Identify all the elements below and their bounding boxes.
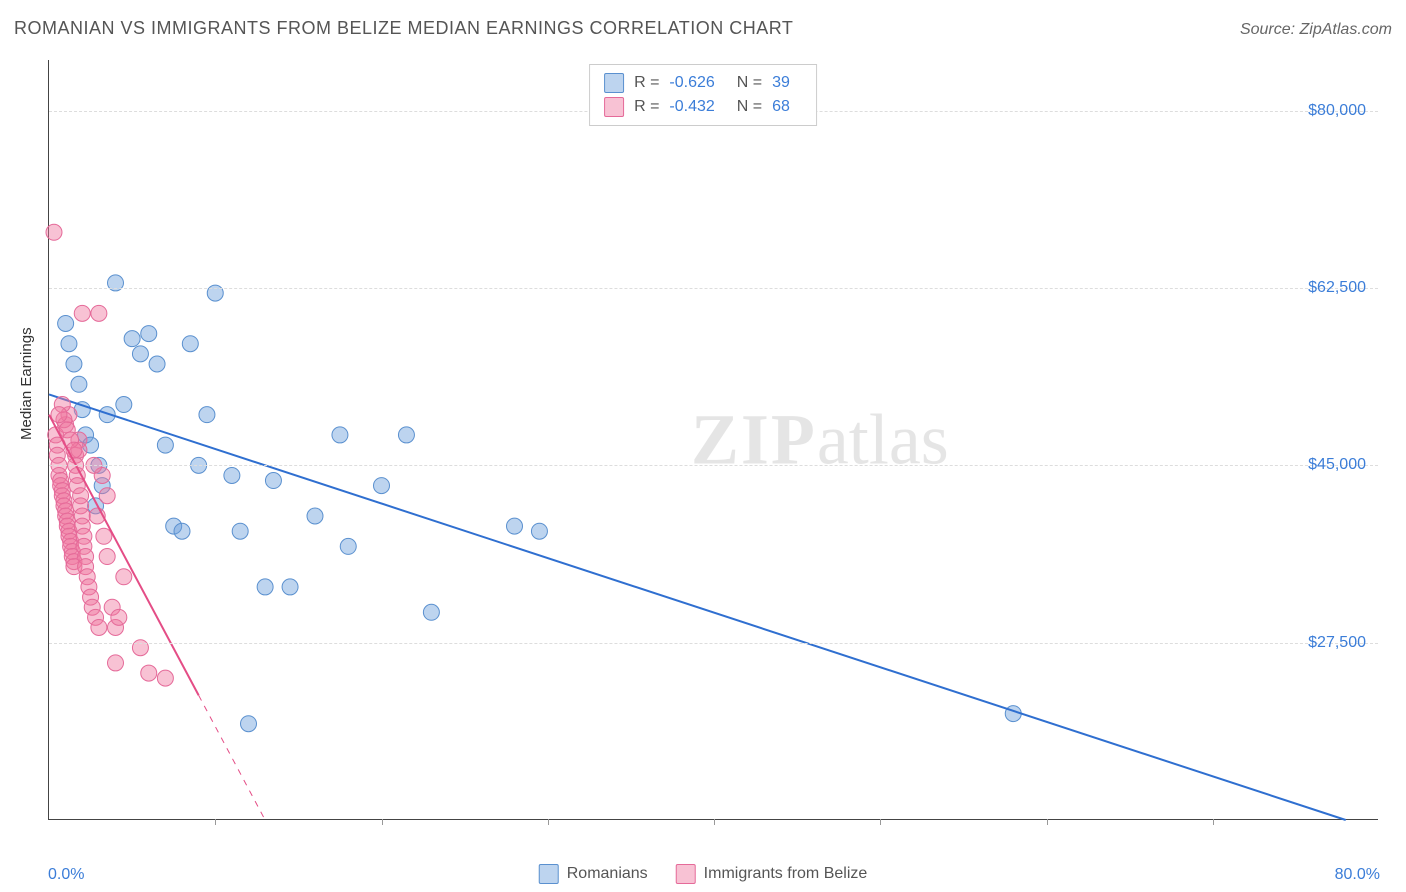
data-point-romanians [332,427,348,443]
r-value-blue: -0.626 [669,74,714,92]
source-prefix: Source: [1240,21,1300,38]
n-label-blue: N = [737,74,762,92]
data-point-belize [74,305,90,321]
data-point-romanians [61,336,77,352]
x-tick [215,819,216,825]
chart-title: ROMANIAN VS IMMIGRANTS FROM BELIZE MEDIA… [14,18,793,39]
y-tick-label: $62,500 [1308,279,1366,297]
data-point-romanians [71,376,87,392]
swatch-blue [604,73,624,93]
n-value-pink: 68 [772,98,790,116]
r-label-blue: R = [634,74,659,92]
data-point-romanians [157,437,173,453]
data-point-romanians [265,473,281,489]
data-point-romanians [507,518,523,534]
legend-label-belize: Immigrants from Belize [704,865,868,883]
data-point-belize [51,407,67,423]
data-point-romanians [224,467,240,483]
data-point-romanians [116,397,132,413]
n-value-blue: 39 [772,74,790,92]
data-point-romanians [132,346,148,362]
legend-label-romanians: Romanians [567,865,648,883]
y-tick-label: $27,500 [1308,634,1366,652]
r-value-pink: -0.432 [669,98,714,116]
x-tick [382,819,383,825]
y-tick-label: $45,000 [1308,456,1366,474]
trend-line [49,394,1346,820]
x-axis-min-label: 0.0% [48,866,84,884]
data-point-romanians [199,407,215,423]
data-point-romanians [58,315,74,331]
data-point-belize [99,549,115,565]
data-point-romanians [174,523,190,539]
trend-line [199,695,266,820]
swatch-pink-2 [676,864,696,884]
data-point-romanians [141,326,157,342]
swatch-blue-2 [539,864,559,884]
data-point-belize [108,655,124,671]
data-point-belize [157,670,173,686]
swatch-pink [604,97,624,117]
stats-row-belize: R = -0.432 N = 68 [604,95,802,119]
legend-item-romanians: Romanians [539,864,648,884]
y-tick-label: $80,000 [1308,102,1366,120]
x-tick [714,819,715,825]
data-point-romanians [66,356,82,372]
scatter-chart: ZIPatlas $27,500$45,000$62,500$80,000 [48,60,1378,820]
data-point-romanians [398,427,414,443]
data-point-romanians [232,523,248,539]
x-axis-max-label: 80.0% [1335,866,1380,884]
data-point-belize [111,609,127,625]
r-label-pink: R = [634,98,659,116]
data-point-romanians [257,579,273,595]
data-point-romanians [340,538,356,554]
stats-legend: R = -0.626 N = 39 R = -0.432 N = 68 [589,64,817,126]
legend-item-belize: Immigrants from Belize [676,864,868,884]
series-legend: Romanians Immigrants from Belize [539,864,868,884]
data-point-belize [46,224,62,240]
data-point-belize [116,569,132,585]
data-point-belize [141,665,157,681]
data-point-romanians [182,336,198,352]
data-point-belize [96,528,112,544]
x-tick [548,819,549,825]
data-point-romanians [531,523,547,539]
plot-svg [49,60,1378,819]
data-point-belize [91,619,107,635]
data-point-romanians [241,716,257,732]
data-point-romanians [307,508,323,524]
y-axis-label: Median Earnings [18,327,35,440]
data-point-belize [91,305,107,321]
data-point-belize [99,488,115,504]
data-point-romanians [282,579,298,595]
data-point-romanians [374,478,390,494]
data-point-romanians [149,356,165,372]
data-point-romanians [423,604,439,620]
x-tick [880,819,881,825]
grid-line [49,288,1378,289]
grid-line [49,643,1378,644]
chart-header: ROMANIAN VS IMMIGRANTS FROM BELIZE MEDIA… [14,18,1392,39]
grid-line [49,465,1378,466]
chart-source: Source: ZipAtlas.com [1240,21,1392,39]
n-label-pink: N = [737,98,762,116]
stats-row-romanians: R = -0.626 N = 39 [604,71,802,95]
data-point-romanians [124,331,140,347]
x-tick [1047,819,1048,825]
x-tick [1213,819,1214,825]
source-name: ZipAtlas.com [1300,21,1392,38]
